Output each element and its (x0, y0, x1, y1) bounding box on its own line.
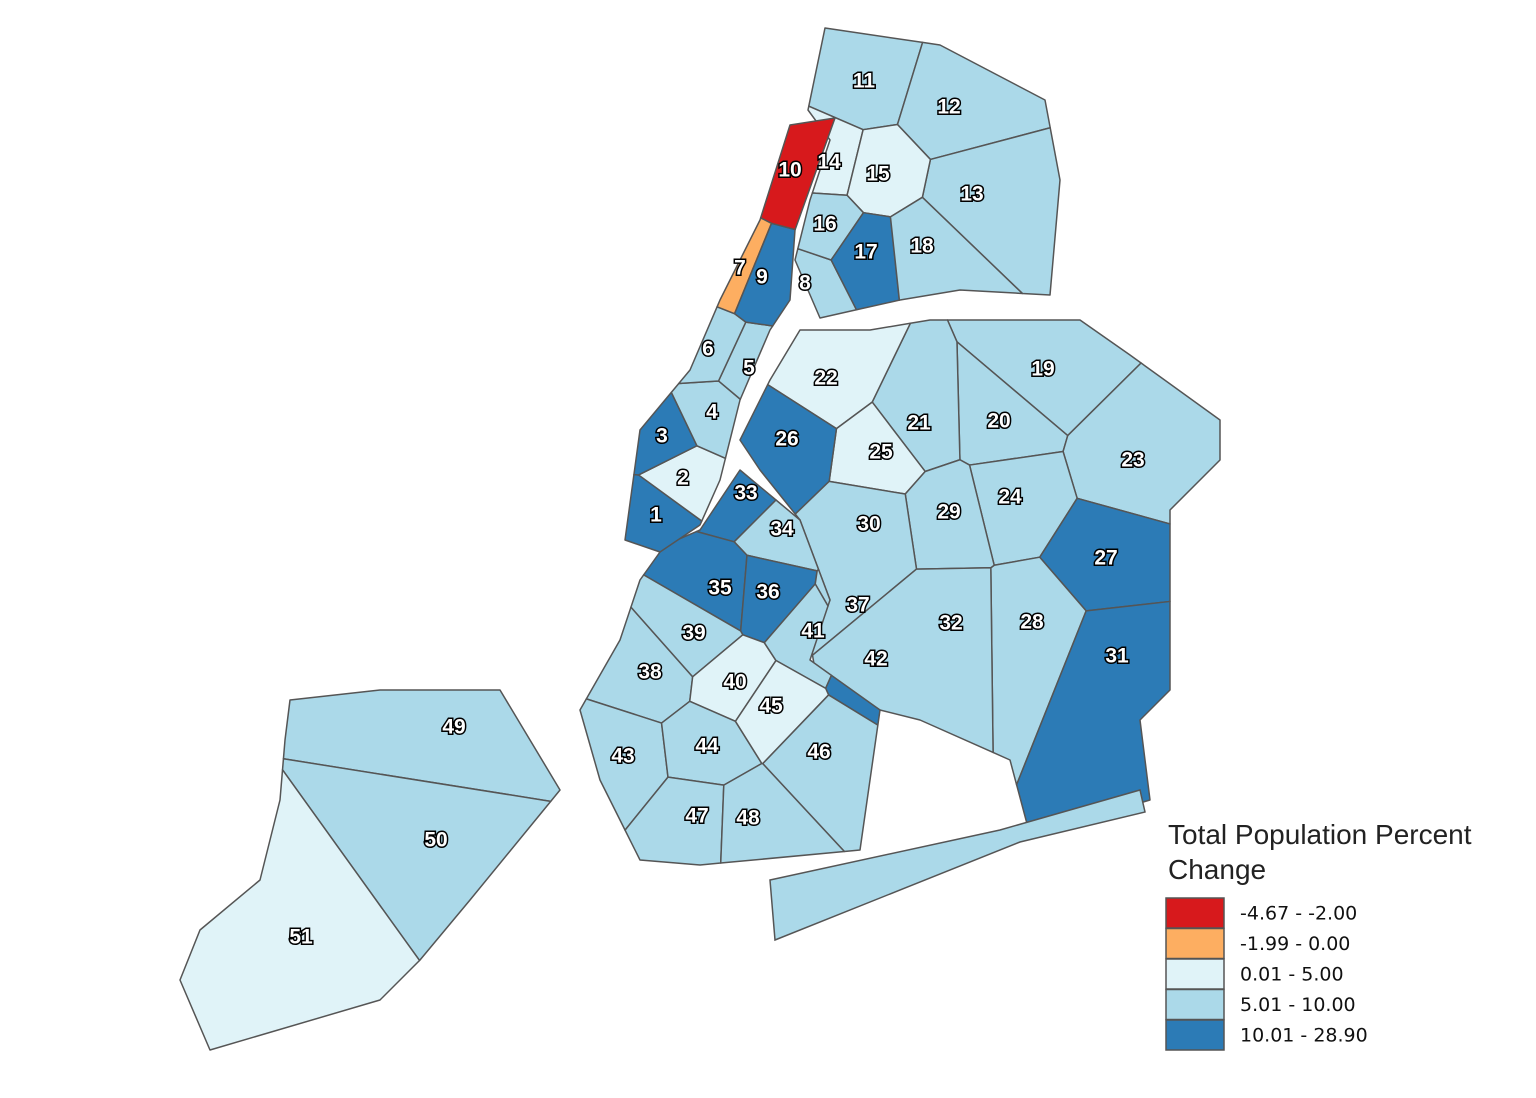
district-label: 27 (1094, 547, 1117, 570)
district-label: 26 (775, 428, 798, 451)
district-label: 3 (656, 425, 668, 448)
district-label: 46 (807, 741, 830, 764)
district-label: 25 (869, 441, 893, 464)
district-label: 48 (736, 807, 760, 830)
district-label: 23 (1121, 449, 1144, 472)
district-label: 22 (814, 367, 837, 390)
legend: -4.67 - -2.00 -1.99 - 0.00 0.01 - 5.00 5.01… (1165, 897, 1368, 1051)
district-label: 39 (682, 622, 705, 645)
district-label: 49 (442, 716, 465, 739)
district-label: 51 (289, 926, 313, 949)
district-label: 41 (801, 620, 825, 643)
legend-label: 0.01 - 5.00 (1240, 964, 1344, 986)
district-label: 33 (734, 482, 757, 505)
legend-label: -4.67 - -2.00 (1240, 903, 1357, 925)
district-label: 10 (778, 159, 801, 182)
district-label: 20 (987, 410, 1010, 433)
district-label: 47 (685, 805, 708, 828)
district-label: 21 (907, 412, 931, 435)
legend-label: -1.99 - 0.00 (1240, 933, 1350, 955)
district-label: 1 (650, 504, 662, 527)
district-label: 2 (677, 467, 689, 490)
district-label: 12 (937, 96, 960, 119)
district-label: 50 (424, 829, 447, 852)
district-label: 31 (1105, 645, 1129, 668)
district-label: 44 (695, 735, 719, 758)
rockaway-strip (769, 789, 1146, 942)
legend-swatch (1165, 1019, 1225, 1051)
district (733, 222, 796, 327)
district-label: 11 (853, 70, 876, 93)
district-label: 24 (998, 486, 1022, 509)
district-label: 9 (756, 266, 768, 289)
district (889, 196, 1024, 301)
district-label: 5 (743, 357, 755, 380)
district-label: 19 (1031, 358, 1054, 381)
district-label: 43 (611, 745, 634, 768)
legend-title: Total Population Percent Change (1168, 819, 1472, 885)
district-label: 4 (706, 401, 718, 424)
legend-swatch (1165, 988, 1225, 1021)
district-label: 7 (734, 257, 746, 280)
district-label: 8 (799, 272, 811, 295)
district-label: 6 (702, 338, 714, 361)
legend-label: 10.01 - 28.90 (1240, 1025, 1368, 1047)
district-label: 32 (939, 612, 962, 635)
district-label: 15 (866, 163, 890, 186)
district-label: 37 (846, 594, 869, 617)
district-label: 18 (910, 235, 934, 258)
legend-swatch (1165, 958, 1225, 990)
district-label: 30 (857, 513, 880, 536)
district-label: 34 (770, 518, 794, 541)
legend-label: 5.01 - 10.00 (1240, 994, 1356, 1016)
district (179, 769, 421, 1051)
district-layer (179, 27, 1221, 1051)
district-label: 13 (960, 183, 983, 206)
district-label: 35 (708, 577, 732, 600)
district-label: 14 (817, 151, 841, 174)
district (759, 117, 836, 231)
district (719, 762, 846, 864)
district (282, 689, 561, 803)
district-label: 29 (937, 501, 960, 524)
district-label: 36 (756, 581, 779, 604)
district-label: 17 (854, 241, 877, 264)
district-label: 28 (1020, 611, 1044, 634)
district-label: 38 (638, 661, 662, 684)
legend-swatch (1165, 927, 1225, 960)
district-label: 40 (723, 671, 746, 694)
district-label: 16 (813, 213, 836, 236)
legend-swatch (1165, 897, 1225, 929)
district-label: 45 (759, 695, 783, 718)
district-label: 42 (864, 648, 887, 671)
